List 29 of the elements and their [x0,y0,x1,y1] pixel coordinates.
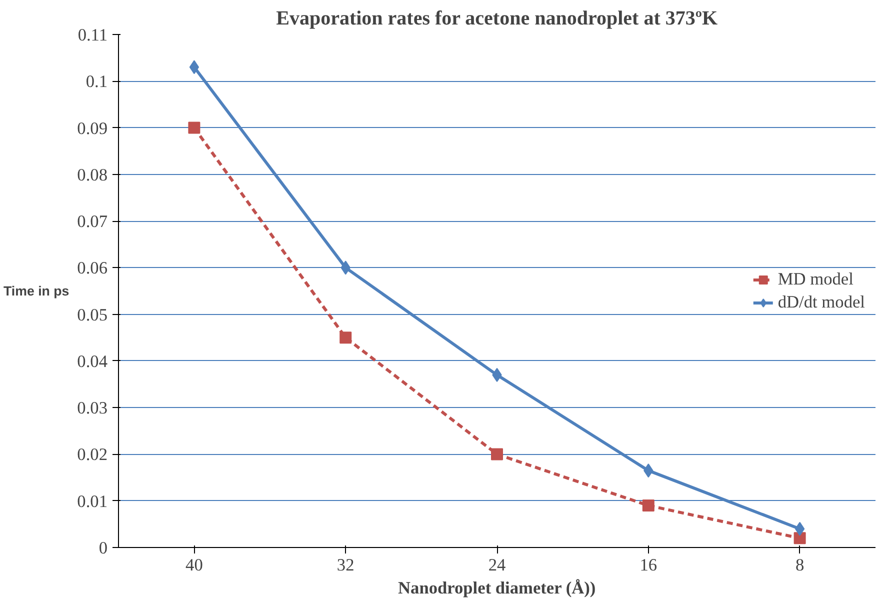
y-tick-label: 0.09 [77,118,108,138]
y-tick-label: 0.05 [77,305,108,324]
y-tick-label: 0.03 [77,398,108,418]
y-tick-label: 0.06 [77,258,108,278]
x-tick-label: 8 [795,556,804,574]
point [794,532,806,544]
x-tick-label: 40 [186,556,203,574]
point [340,332,352,344]
legend-label: MD model [778,269,854,289]
y-tick-label: 0.01 [77,492,108,511]
x-tick-label: 16 [640,556,658,574]
y-tick-label: 0.1 [86,72,108,92]
y-tick-label: 0.02 [77,445,108,464]
chart-title: Evaporation rates for acetone nanodroplet at 373ºK [276,8,718,30]
point [794,522,805,536]
point [188,122,200,134]
point [491,448,503,460]
x-axis-title: Nanodroplet diameter (Å)) [398,578,596,598]
y-tick-label: 0 [98,538,108,558]
point [642,500,654,512]
y-axis-title: Time in ps [4,284,70,298]
y-tick-label: 0.08 [77,165,108,184]
x-tick-label: 24 [488,556,506,574]
point [189,60,200,74]
legend-label: dD/dt model [778,292,865,312]
y-tick-label: 0.07 [77,212,108,232]
y-tick-label: 0.11 [78,26,108,44]
x-tick-label: 32 [336,556,354,574]
y-tick-label: 0.04 [77,352,108,371]
